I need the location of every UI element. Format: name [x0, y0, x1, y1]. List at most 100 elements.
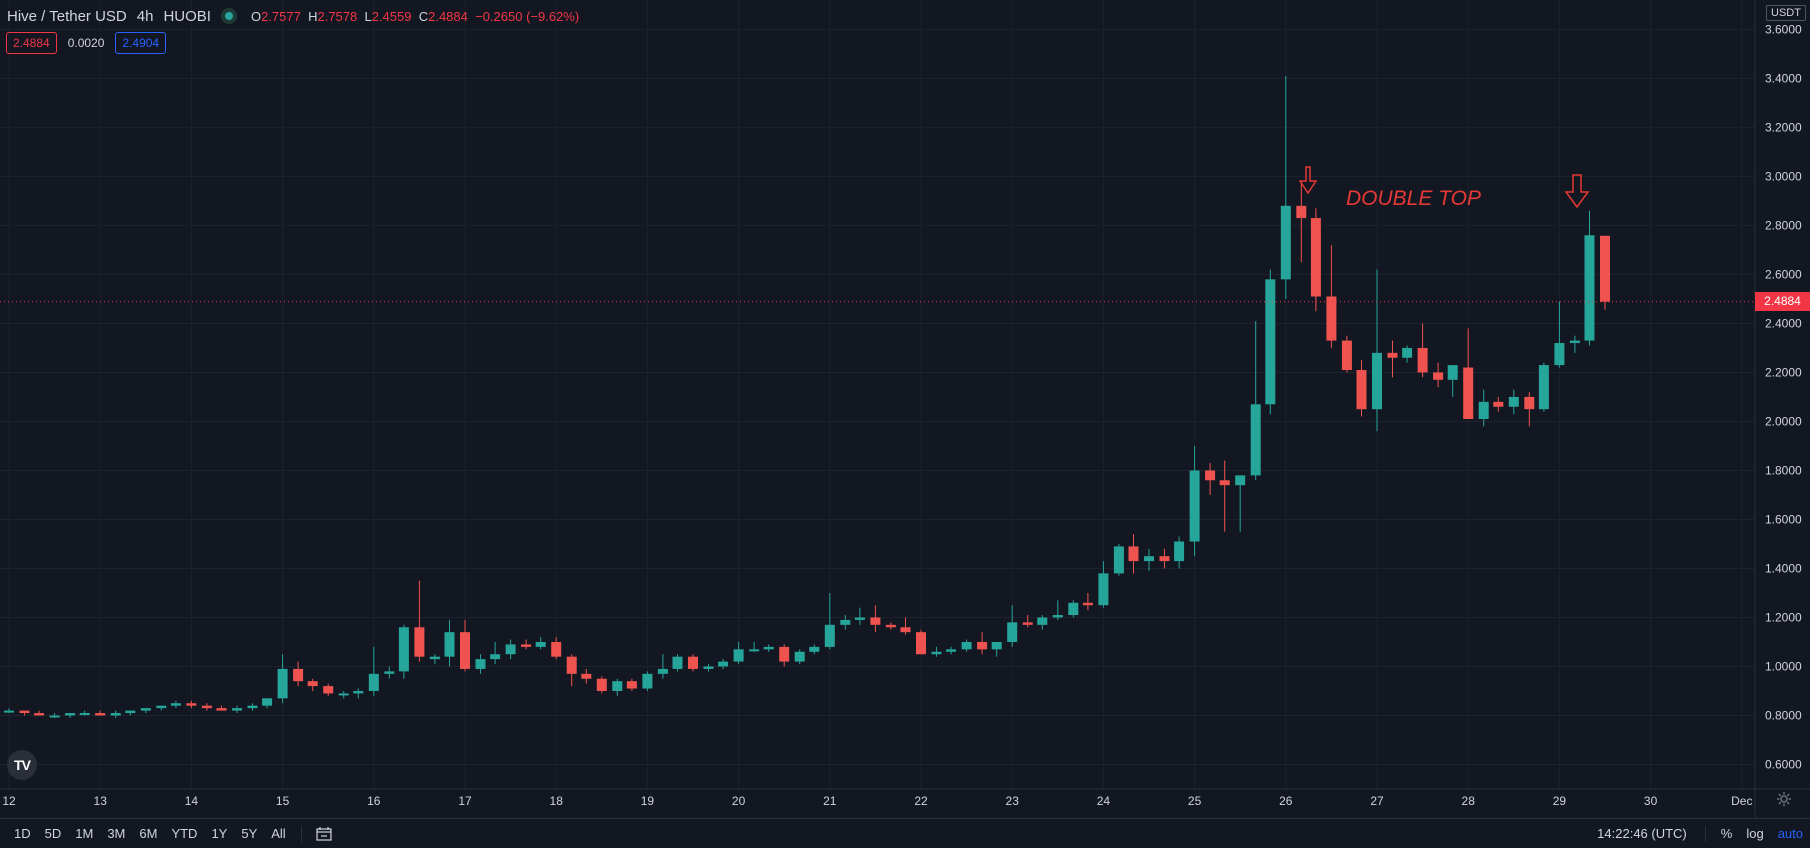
- candle-body[interactable]: [551, 641, 562, 657]
- candle-body[interactable]: [1280, 205, 1291, 280]
- candle-body[interactable]: [34, 713, 45, 716]
- candle-body[interactable]: [1600, 235, 1610, 302]
- candle-body[interactable]: [763, 646, 774, 650]
- candle-body[interactable]: [961, 641, 972, 650]
- candle-body[interactable]: [626, 681, 637, 689]
- candle-body[interactable]: [293, 668, 304, 682]
- candle-body[interactable]: [125, 710, 136, 714]
- candle-body[interactable]: [201, 705, 212, 709]
- candle-body[interactable]: [900, 627, 911, 633]
- candle-body[interactable]: [854, 617, 865, 620]
- candle-body[interactable]: [475, 659, 486, 669]
- symbol-name[interactable]: Hive / Tether USD: [7, 7, 127, 25]
- candle-body[interactable]: [1584, 235, 1595, 341]
- candle-body[interactable]: [642, 673, 653, 689]
- candle-body[interactable]: [1235, 475, 1246, 486]
- candle-body[interactable]: [1554, 343, 1565, 366]
- candle-body[interactable]: [65, 713, 76, 716]
- candle-body[interactable]: [779, 646, 790, 662]
- candle-body[interactable]: [1250, 404, 1261, 476]
- candle-body[interactable]: [733, 649, 744, 662]
- candle-body[interactable]: [170, 703, 181, 706]
- candle-body[interactable]: [1189, 470, 1200, 542]
- candle-body[interactable]: [1341, 340, 1352, 370]
- candle-body[interactable]: [429, 656, 440, 660]
- tradingview-logo[interactable]: TV: [7, 750, 37, 780]
- candle-body[interactable]: [1447, 365, 1458, 380]
- candle-body[interactable]: [931, 651, 942, 655]
- currency-tag[interactable]: USDT: [1766, 5, 1806, 21]
- candle-body[interactable]: [991, 641, 1002, 650]
- candle-body[interactable]: [277, 668, 288, 699]
- candle-body[interactable]: [49, 715, 60, 718]
- candle-body[interactable]: [809, 646, 820, 652]
- candle-body[interactable]: [1159, 556, 1170, 562]
- candle-body[interactable]: [1219, 480, 1230, 486]
- candle-body[interactable]: [414, 627, 425, 657]
- candle-body[interactable]: [19, 710, 30, 714]
- candle-body[interactable]: [232, 708, 242, 711]
- candle-body[interactable]: [79, 713, 90, 716]
- candle-body[interactable]: [247, 705, 258, 709]
- double-top-annotation[interactable]: DOUBLE TOP: [1346, 187, 1481, 210]
- candle-body[interactable]: [140, 708, 151, 711]
- gear-icon[interactable]: [1776, 791, 1792, 807]
- range-button-1m[interactable]: 1M: [75, 826, 94, 841]
- candle-body[interactable]: [1174, 541, 1185, 562]
- candle-body[interactable]: [384, 671, 395, 674]
- candle-body[interactable]: [612, 681, 623, 691]
- candle-body[interactable]: [749, 649, 760, 652]
- candle-body[interactable]: [338, 693, 349, 696]
- candle-body[interactable]: [1037, 617, 1048, 625]
- candle-body[interactable]: [794, 651, 805, 662]
- auto-scale-button[interactable]: auto: [1777, 826, 1803, 841]
- candle-body[interactable]: [353, 690, 364, 694]
- candle-body[interactable]: [1493, 401, 1504, 407]
- candle-body[interactable]: [460, 632, 470, 669]
- symbol-interval[interactable]: 4h: [136, 7, 154, 25]
- clock[interactable]: 14:22:46 (UTC): [1597, 826, 1687, 841]
- candle-body[interactable]: [262, 698, 273, 706]
- candle-body[interactable]: [885, 624, 896, 628]
- candle-body[interactable]: [672, 656, 683, 669]
- candle-body[interactable]: [1052, 615, 1063, 618]
- candle-body[interactable]: [718, 661, 729, 667]
- candle-body[interactable]: [1463, 367, 1474, 420]
- candle-body[interactable]: [1265, 279, 1276, 405]
- candle-body[interactable]: [1433, 372, 1444, 380]
- candle-body[interactable]: [216, 708, 227, 711]
- candle-body[interactable]: [840, 619, 851, 625]
- candle-body[interactable]: [4, 710, 14, 713]
- candle-body[interactable]: [1402, 347, 1413, 358]
- candle-body[interactable]: [1022, 622, 1033, 625]
- buy-price-button[interactable]: 2.4904: [115, 32, 167, 54]
- candle-body[interactable]: [581, 673, 592, 679]
- candle-body[interactable]: [1098, 573, 1109, 606]
- candle-body[interactable]: [1356, 369, 1367, 410]
- range-button-5y[interactable]: 5Y: [241, 826, 258, 841]
- candle-body[interactable]: [824, 624, 835, 647]
- candle-body[interactable]: [596, 678, 607, 691]
- candle-body[interactable]: [657, 668, 668, 674]
- candle-body[interactable]: [323, 686, 334, 694]
- candle-body[interactable]: [95, 713, 106, 716]
- candle-body[interactable]: [870, 617, 881, 625]
- down-arrow-icon[interactable]: [1298, 166, 1318, 195]
- down-arrow-icon[interactable]: [1564, 174, 1590, 209]
- candle-body[interactable]: [1478, 401, 1489, 420]
- candle-body[interactable]: [1387, 352, 1398, 358]
- candle-body[interactable]: [368, 673, 379, 691]
- candle-body[interactable]: [1372, 352, 1382, 410]
- candle-body[interactable]: [505, 644, 516, 655]
- candle-body[interactable]: [1538, 365, 1549, 410]
- log-scale-button[interactable]: log: [1746, 826, 1764, 841]
- candle-body[interactable]: [186, 703, 197, 706]
- range-button-ytd[interactable]: YTD: [171, 826, 198, 841]
- candle-body[interactable]: [1007, 622, 1018, 642]
- candle-body[interactable]: [1569, 340, 1580, 344]
- range-button-3m[interactable]: 3M: [107, 826, 126, 841]
- candle-body[interactable]: [1296, 205, 1307, 219]
- candle-body[interactable]: [1205, 470, 1216, 481]
- calendar-icon[interactable]: [316, 826, 332, 841]
- candle-body[interactable]: [1128, 546, 1139, 562]
